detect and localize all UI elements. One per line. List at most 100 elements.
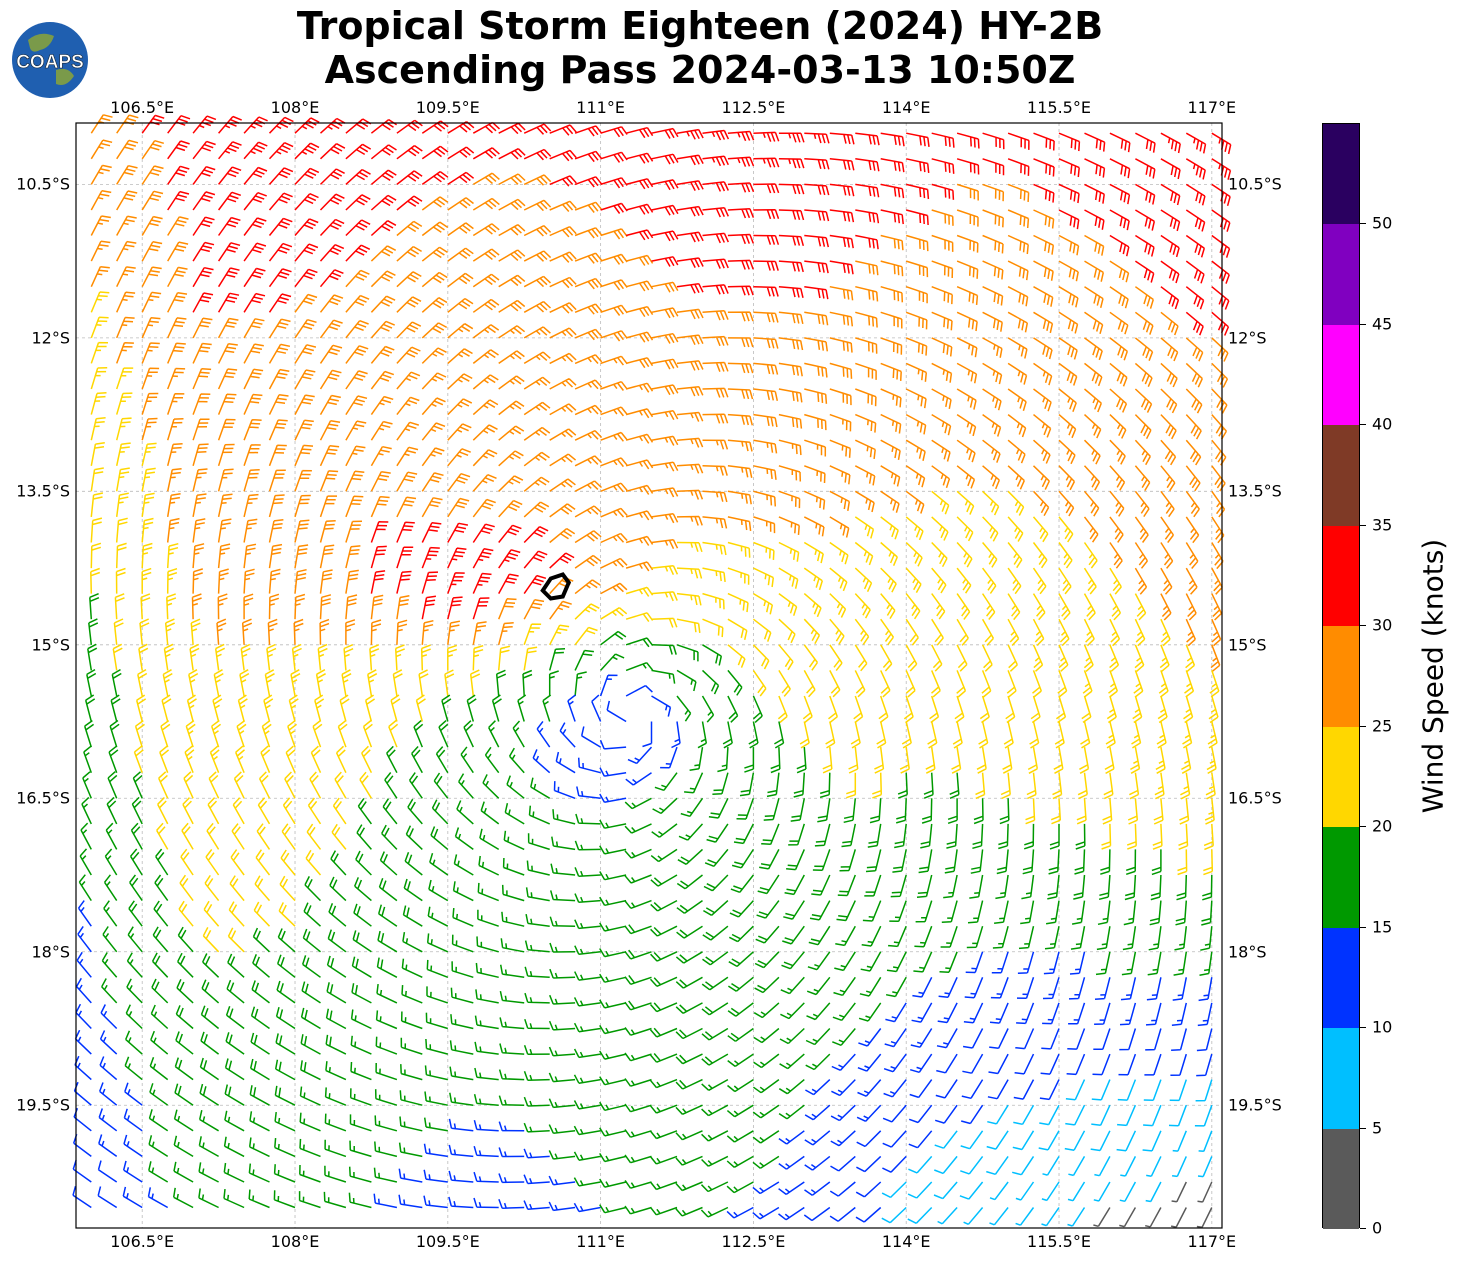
wind-barb	[141, 567, 152, 594]
wind-barb	[651, 461, 679, 472]
wind-barb	[753, 260, 779, 271]
wind-barb	[458, 773, 474, 799]
wind-barb	[350, 1035, 372, 1055]
wind-barb	[859, 976, 882, 997]
wind-barb	[294, 243, 319, 262]
wind-barb	[498, 173, 526, 186]
wind-barb	[778, 234, 805, 246]
wind-barb	[1058, 311, 1079, 334]
wind-barb	[192, 367, 212, 390]
wind-barb	[727, 592, 749, 613]
wind-barb	[413, 720, 424, 748]
wind-barb	[855, 183, 880, 198]
wind-barb	[1109, 414, 1127, 439]
wind-barb	[753, 131, 780, 142]
wind-barb	[104, 848, 118, 876]
wind-barb	[956, 516, 974, 542]
wind-barb	[1185, 439, 1202, 466]
wind-barb	[345, 143, 372, 160]
wind-barb	[854, 465, 876, 486]
wind-barb	[174, 1083, 194, 1106]
wind-barb	[651, 153, 679, 165]
wind-barb	[447, 522, 469, 543]
wind-barb	[125, 1004, 143, 1030]
wind-barb	[982, 490, 1000, 516]
wind-barb	[1032, 593, 1046, 621]
wind-barb	[268, 494, 285, 518]
wind-barb	[1159, 644, 1170, 672]
wind-barb	[1180, 772, 1191, 800]
wind-barb	[122, 1186, 143, 1209]
wind-barb	[1007, 183, 1030, 202]
wind-barb	[804, 337, 829, 352]
wind-barb	[1033, 183, 1055, 203]
wind-barb	[294, 494, 311, 518]
wind-barb	[574, 328, 603, 341]
wind-barb	[574, 626, 598, 646]
wind-barb	[1185, 260, 1205, 284]
wind-barb	[855, 1206, 882, 1223]
wind-barb	[549, 994, 576, 1005]
wind-barb	[625, 280, 654, 292]
wind-barb	[778, 644, 794, 671]
wind-barb	[702, 129, 730, 141]
wind-barb	[574, 579, 601, 595]
wind-barb	[225, 1005, 245, 1030]
wind-barb	[345, 168, 371, 185]
wind-barb	[756, 900, 780, 919]
wind-barb	[676, 669, 697, 692]
wind-barb	[909, 1079, 933, 1099]
wind-barb	[294, 344, 317, 364]
wind-barb	[373, 1167, 398, 1183]
wind-barb	[273, 1164, 296, 1183]
wind-barb	[908, 1155, 933, 1174]
wind-barb	[421, 196, 449, 211]
wind-barb	[549, 624, 570, 646]
wind-barb	[1131, 721, 1142, 749]
wind-barb	[524, 1018, 550, 1030]
wind-barb	[192, 568, 204, 594]
wind-barb	[1058, 132, 1081, 152]
wind-barb	[625, 331, 654, 343]
wind-barb	[1145, 1207, 1162, 1228]
wind-barb	[1160, 388, 1178, 414]
wind-barb	[217, 242, 241, 262]
wind-barb	[1103, 772, 1114, 800]
wind-barb	[1209, 670, 1220, 698]
wind-barb	[967, 900, 984, 924]
wind-barb	[905, 413, 927, 435]
wind-barb	[905, 260, 929, 278]
wind-barb	[108, 745, 119, 773]
wind-barb	[447, 247, 474, 262]
wind-barb	[421, 546, 440, 569]
wind-barb	[962, 1053, 984, 1074]
wind-barb	[799, 721, 810, 749]
wind-barb	[1185, 337, 1204, 362]
wind-barb	[651, 487, 679, 498]
wind-barb	[701, 1130, 729, 1142]
wind-barb	[173, 1109, 194, 1132]
wind-barb	[498, 1173, 525, 1184]
wind-barb	[1211, 260, 1230, 284]
wind-barb	[574, 430, 603, 441]
wind-barb	[778, 490, 801, 509]
wind-barb	[804, 465, 826, 484]
wind-barb	[115, 492, 129, 517]
wind-barb	[370, 220, 397, 237]
wind-barb	[856, 1104, 882, 1122]
wind-barb	[804, 209, 830, 222]
wind-barb	[523, 623, 542, 646]
wind-barb	[600, 380, 628, 391]
wind-barb	[836, 900, 856, 922]
wind-barb	[574, 603, 600, 620]
wind-barb	[1054, 721, 1065, 749]
colorbar-tick-mark	[1360, 424, 1366, 426]
wind-barb	[370, 420, 393, 441]
wind-barb	[574, 530, 602, 544]
wind-barb	[1058, 542, 1073, 569]
wind-barb	[268, 519, 284, 543]
wind-barb	[217, 568, 229, 594]
wind-barb	[908, 1130, 933, 1149]
wind-barb	[256, 823, 271, 850]
wind-barb	[345, 569, 359, 594]
